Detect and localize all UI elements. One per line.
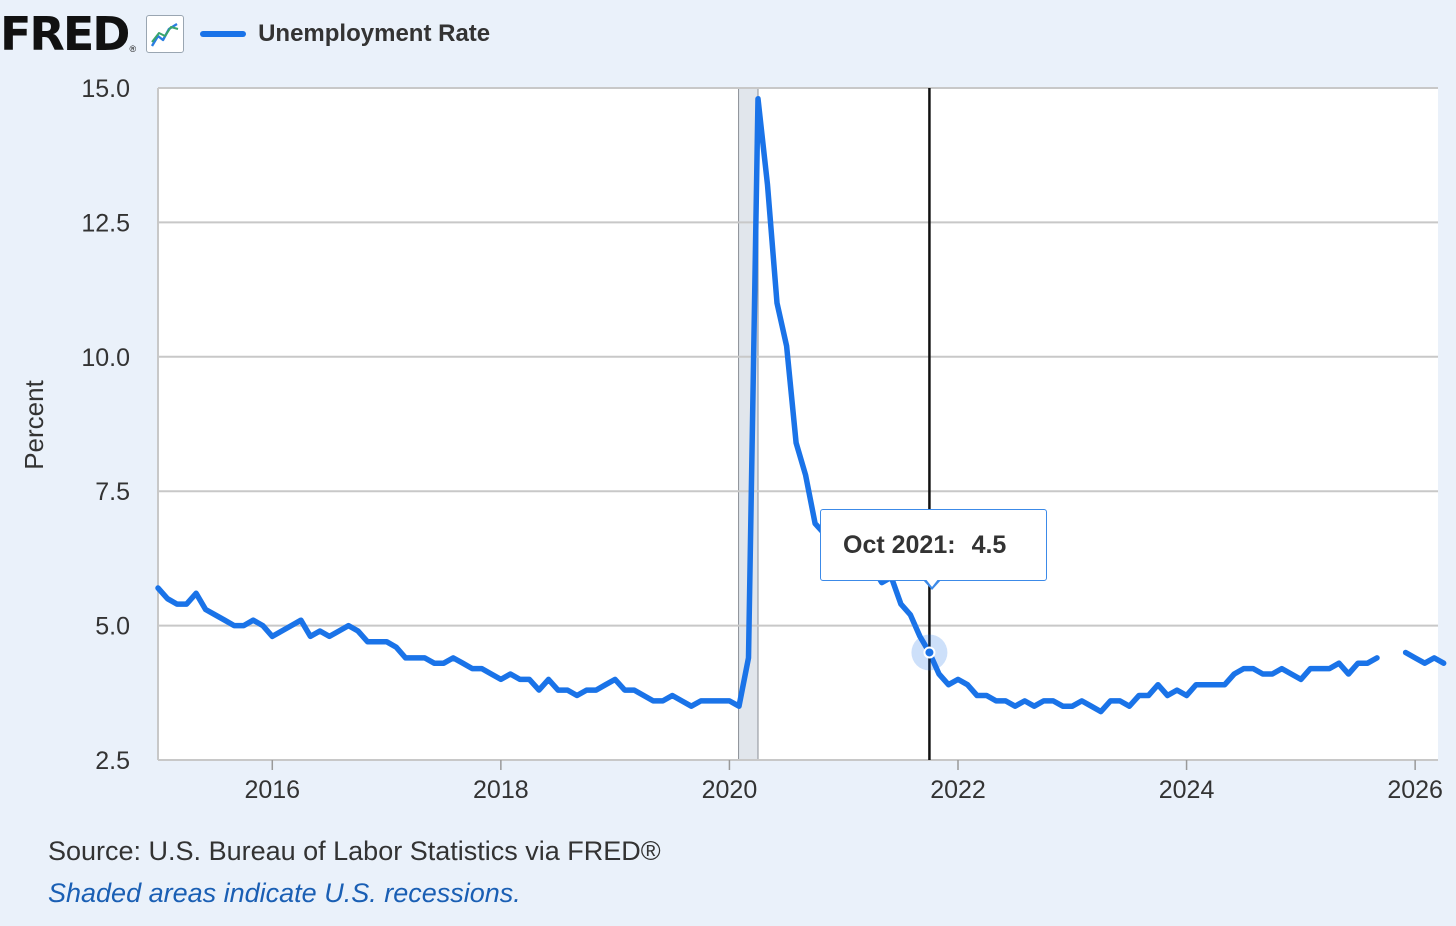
y-tick-label: 12.5 <box>81 209 130 237</box>
legend-swatch <box>200 31 247 37</box>
plot-background <box>158 88 1438 760</box>
series-lines <box>155 96 1447 715</box>
y-axis-ticks: 2.5 5.0 7.5 10.0 12.5 15.0 <box>81 75 130 775</box>
tooltip-pointer <box>923 578 941 590</box>
series-line <box>155 96 1380 715</box>
y-axis-label: Percent <box>19 379 49 469</box>
line-chart-icon[interactable] <box>146 15 185 53</box>
tooltip-value: 4.5 <box>971 530 1007 559</box>
recession-note[interactable]: Shaded areas indicate U.S. recessions. <box>48 878 521 908</box>
source-text: Source: U.S. Bureau of Labor Statistics … <box>48 836 661 866</box>
highlight-point <box>923 646 936 659</box>
x-tick-label: 2018 <box>473 776 529 804</box>
x-tick-label: 2016 <box>244 776 300 804</box>
y-tick-label: 15.0 <box>81 75 130 103</box>
chart-header: FRED ® Unemployment Rate <box>0 6 490 62</box>
hover-cursor <box>911 88 948 760</box>
legend-label[interactable]: Unemployment Rate <box>258 20 491 47</box>
tooltip-date: Oct 2021: <box>843 530 956 559</box>
x-axis-ticks: 2016 2018 2020 2022 2024 2026 <box>244 760 1443 804</box>
series-line <box>1402 649 1447 666</box>
registered-mark: ® <box>129 44 137 54</box>
fred-logo[interactable]: FRED <box>0 7 130 61</box>
x-tick-label: 2020 <box>702 776 758 804</box>
y-tick-label: 10.0 <box>81 344 130 372</box>
plot-area <box>158 88 1438 760</box>
y-tick-label: 5.0 <box>95 613 130 641</box>
y-tick-label: 7.5 <box>95 478 130 506</box>
x-tick-label: 2022 <box>930 776 986 804</box>
gridlines <box>157 87 1438 761</box>
x-tick-label: 2026 <box>1387 776 1443 804</box>
x-tick-label: 2024 <box>1159 776 1215 804</box>
hover-tooltip: Oct 2021: 4.5 <box>820 509 1047 581</box>
y-tick-label: 2.5 <box>95 747 130 775</box>
